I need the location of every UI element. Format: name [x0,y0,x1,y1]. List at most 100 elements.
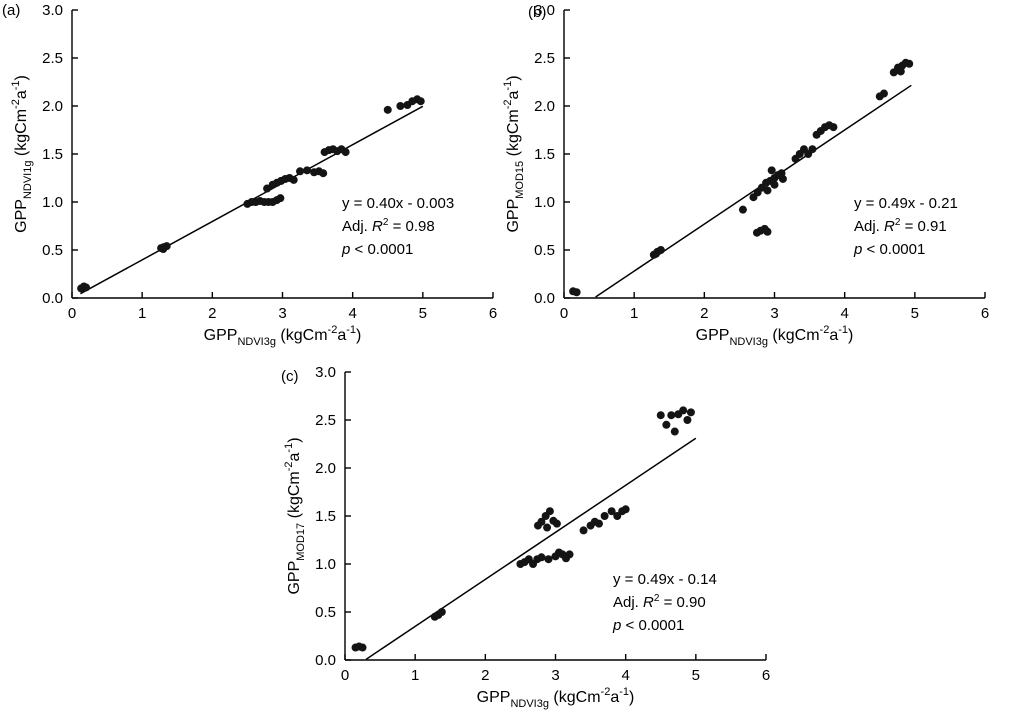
data-point [667,411,676,420]
p-value: < 0.0001 [350,241,414,258]
r-symbol: R [643,594,654,611]
fit-equation: y = 0.40x - 0.003 [342,195,455,212]
x-tick-label: 2 [481,667,489,684]
p-symbol: p [613,617,622,634]
x-tick-label: 0 [560,305,568,322]
y-tick-label: 0.5 [534,242,555,259]
data-point [276,194,285,203]
data-point [552,519,561,528]
x-tick-label: 0 [341,667,349,684]
fit-p-value: p < 0.0001 [342,238,454,261]
x-tick-label: 0 [68,305,76,322]
panel-b: (b) y = 0.49x - 0.21 Adj. R2 = 0.91 p < … [492,0,997,350]
data-point [896,67,905,76]
r-symbol: R [372,218,383,235]
data-point [662,420,671,429]
y-tick-label: 2.0 [42,98,63,115]
fit-adj-r2: Adj. R2 = 0.90 [613,591,717,614]
data-point [829,123,838,132]
data-point [296,167,305,176]
data-point [670,427,679,436]
y-tick-label: 1.0 [42,194,63,211]
data-point [579,526,588,535]
y-tick-label: 2.0 [315,460,336,477]
adj-label: Adj. [342,218,373,235]
data-point [879,89,888,98]
adj-label: Adj. [613,594,644,611]
data-point [396,102,405,110]
data-point [763,186,772,195]
data-point [607,507,616,516]
data-point [562,554,571,563]
data-point [651,249,660,258]
x-tick-label: 4 [621,667,629,684]
x-tick-label: 5 [419,305,427,322]
p-value: < 0.0001 [621,617,685,634]
data-point [738,205,747,214]
fit-p-value: p < 0.0001 [854,238,958,261]
data-point [319,169,328,178]
x-axis-title: GPPNDVI3g (kgCm-2a-1) [477,686,635,710]
panel-label-a: (a) [2,2,21,19]
x-tick-label: 1 [630,305,638,322]
fit-equation: y = 0.49x - 0.14 [613,571,717,588]
y-tick-label: 0.5 [315,604,336,621]
data-point [600,512,609,520]
y-tick-label: 2.0 [534,98,555,115]
x-tick-label: 1 [138,305,146,322]
data-point [263,184,272,193]
fit-adj-r2: Adj. R2 = 0.91 [854,215,958,238]
x-tick-label: 2 [700,305,708,322]
x-tick-label: 3 [770,305,778,322]
scatter-plot: 0 1 2 3 4 5 6 0.0 0.5 1.0 1.5 2.0 2.5 3.0 GPPNDVI3g (k… [10,2,497,348]
data-point [437,608,446,616]
data-point [767,166,776,175]
data-point [686,408,695,417]
data-point [303,166,312,175]
fit-stats-c: y = 0.49x - 0.14 Adj. R2 = 0.90 p < 0.00… [613,568,717,637]
y-tick-label: 1.5 [42,146,63,163]
panel-c: (c) y = 0.49x - 0.14 Adj. R2 = 0.90 p < … [273,362,778,712]
data-point [613,512,622,520]
p-symbol: p [854,241,863,258]
fit-equation: y = 0.49x - 0.21 [854,195,958,212]
data-point [537,517,546,526]
data-point [289,175,298,184]
x-tick-label: 3 [551,667,559,684]
data-point [545,507,554,516]
y-tick-label: 2.5 [42,50,63,67]
x-tick-label: 6 [489,305,497,322]
panel-label-c: (c) [281,368,299,385]
data-point [621,505,630,514]
panel-label-b: (b) [528,4,547,21]
data-point [543,523,552,532]
r-exponent: 2 [653,593,660,604]
y-tick-label: 3.0 [315,364,336,381]
data-point [763,227,772,236]
data-point [537,553,546,562]
y-axis-title: GPPNDVI1g (kgCm-2a-1) [10,75,34,233]
r-value: = 0.98 [388,218,435,235]
x-tick-label: 5 [692,667,700,684]
data-point [808,145,817,154]
fit-stats-a: y = 0.40x - 0.003 Adj. R2 = 0.98 p < 0.0… [342,192,454,261]
y-tick-label: 1.0 [534,194,555,211]
x-tick-label: 4 [348,305,356,322]
data-point [82,283,91,292]
x-axis-title: GPPNDVI3g (kgCm-2a-1) [204,324,362,348]
regression-line [595,84,912,298]
y-tick-label: 1.5 [315,508,336,525]
x-tick-label: 1 [411,667,419,684]
fit-adj-r2: Adj. R2 = 0.98 [342,215,454,238]
r-exponent: 2 [382,217,389,228]
adj-label: Adj. [854,218,885,235]
x-tick-label: 5 [911,305,919,322]
p-symbol: p [342,241,351,258]
data-point [358,643,367,652]
scatter-plot: 0 1 2 3 4 5 6 0.0 0.5 1.0 1.5 2.0 2.5 3.0 GPPNDVI3g (k… [502,2,989,348]
data-point [555,548,564,557]
fit-p-value: p < 0.0001 [613,614,717,637]
y-tick-label: 1.0 [315,556,336,573]
data-point [778,174,787,183]
